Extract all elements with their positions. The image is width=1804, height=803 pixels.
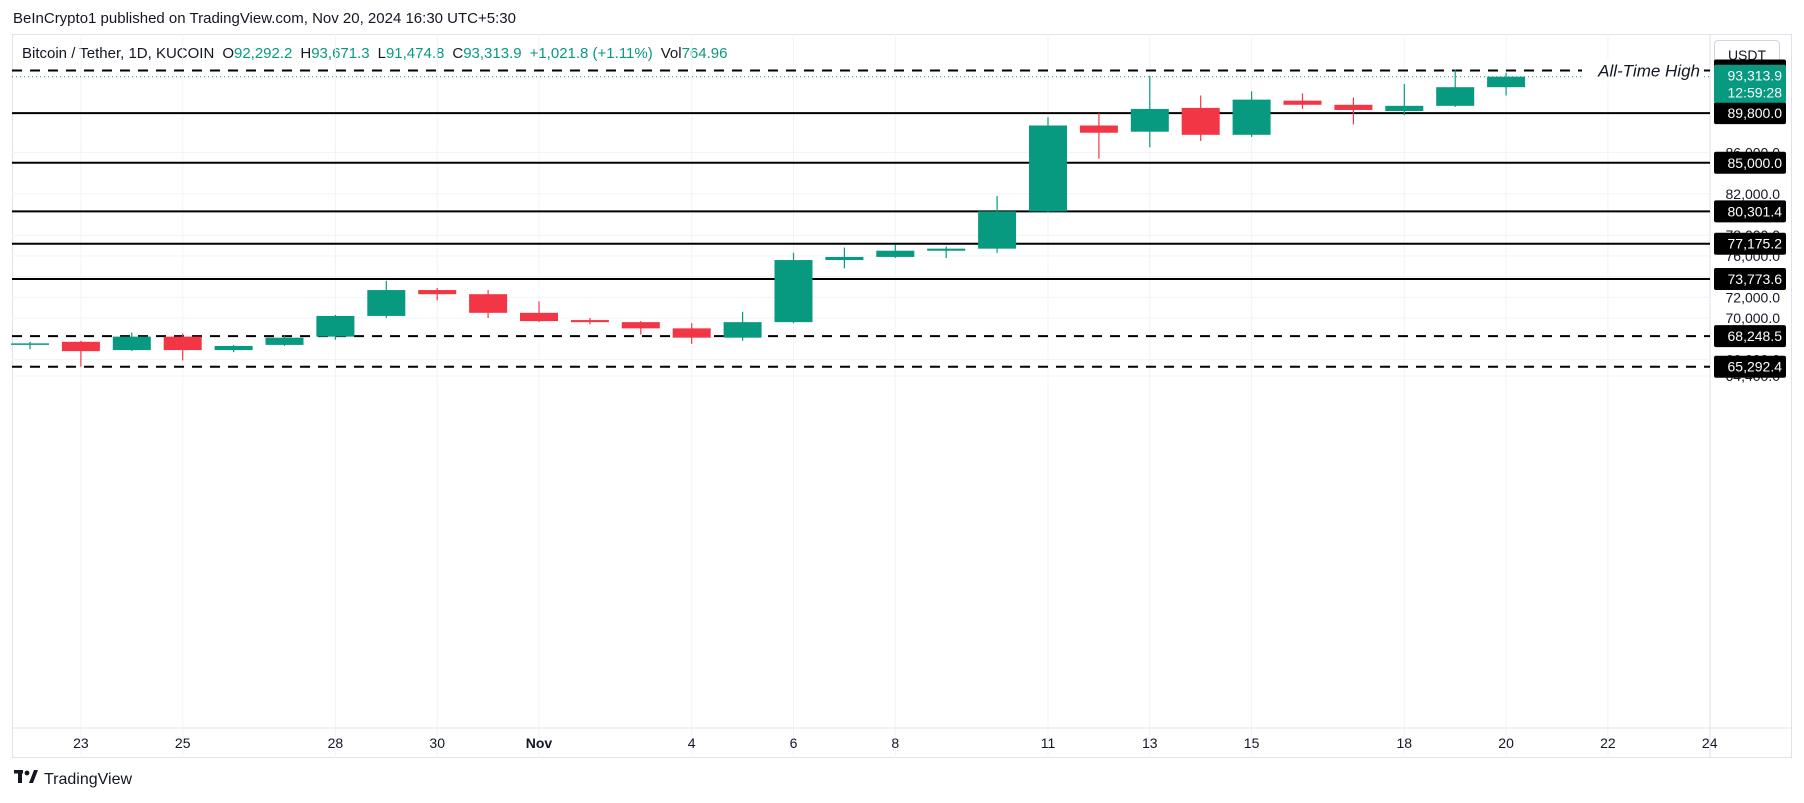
current-price-tag-label: 93,313.9 — [1728, 68, 1783, 84]
y-axis-tick-label: 72,000.0 — [1726, 289, 1781, 305]
level-price-tag — [1714, 355, 1786, 378]
candle-body — [1385, 105, 1424, 111]
x-axis-tick-label: 25 — [175, 735, 191, 751]
high-label: H — [300, 45, 312, 62]
x-axis-tick-label: 23 — [73, 735, 89, 751]
level-price-tag — [1714, 200, 1786, 223]
level-price-tag-label: 77,175.2 — [1728, 236, 1783, 252]
x-axis-tick-label: 18 — [1397, 735, 1413, 751]
x-axis-tick-label: 22 — [1600, 735, 1616, 751]
candle-body — [316, 315, 355, 337]
level-price-tag-label: 80,301.4 — [1728, 203, 1783, 219]
publisher-caption: BeInCrypto1 published on TradingView.com… — [13, 10, 516, 27]
x-axis-tick-label: 28 — [328, 735, 344, 751]
x-axis-tick-label: 11 — [1041, 735, 1056, 751]
footer-brand-text: TradingView — [44, 770, 133, 788]
ohlc-legend: Bitcoin / Tether, 1D, KUCOIN O92,292.2 H93… — [22, 45, 735, 62]
candle-body — [469, 294, 508, 313]
candle-body — [774, 260, 813, 323]
current-price-tag — [1714, 64, 1786, 103]
tradingview-logo-icon — [14, 770, 38, 789]
low-label: L — [377, 45, 386, 62]
footer-branding: TradingView — [14, 770, 132, 789]
candle-body — [1130, 108, 1169, 132]
candle-body — [1487, 76, 1526, 88]
y-axis-tick-label: 70,000.0 — [1726, 310, 1781, 326]
open-value: 92,292.2 — [233, 45, 293, 62]
level-price-tag-label: 65,292.4 — [1728, 359, 1783, 375]
x-axis-tick-label: 13 — [1142, 735, 1158, 751]
candle-body — [1283, 100, 1322, 105]
candle-body — [265, 337, 304, 345]
low-value: 91,474.8 — [385, 45, 445, 62]
open-label: O — [222, 45, 234, 62]
candle-body — [520, 312, 558, 322]
candle-body — [1232, 99, 1271, 135]
level-price-tag — [1714, 267, 1786, 290]
candle-body — [112, 336, 151, 351]
x-axis-tick-label: 4 — [688, 735, 696, 751]
candle-body — [61, 341, 100, 352]
level-price-tag-label: 73,773.6 — [1728, 271, 1783, 287]
ath-annotation-label: All-Time High — [1597, 62, 1700, 81]
candle-body — [978, 211, 1017, 249]
candle-body — [418, 290, 457, 295]
candle-body — [163, 336, 202, 351]
candle-body — [1181, 107, 1220, 135]
level-price-tag — [1714, 151, 1786, 174]
candle-body — [723, 322, 762, 338]
level-price-tag-label: 68,248.5 — [1728, 328, 1783, 344]
volume-label: Vol — [660, 45, 682, 62]
candle-body — [570, 320, 609, 323]
candle-body — [1079, 125, 1118, 133]
x-axis-tick-label: 30 — [429, 735, 445, 751]
candle-body — [214, 345, 253, 351]
candle-countdown-label: 12:59:28 — [1728, 85, 1783, 101]
x-axis-tick-label: Nov — [526, 735, 553, 751]
x-axis-tick-label: 8 — [891, 735, 899, 751]
level-price-tag-label: 85,000.0 — [1728, 155, 1783, 171]
volume-value: 764.96 — [681, 45, 728, 62]
chart-frame — [12, 34, 1792, 758]
level-price-tag-label: 89,800.0 — [1728, 105, 1783, 121]
candle-body — [825, 256, 864, 261]
high-value: 93,671.3 — [311, 45, 370, 62]
y-axis-tick-label: 82,000.0 — [1726, 186, 1781, 202]
candle-body — [876, 250, 915, 257]
candle-body — [621, 322, 660, 329]
ath-annotation-bg — [1582, 59, 1702, 82]
candle-body — [1029, 125, 1067, 212]
candle-body — [11, 343, 49, 345]
x-axis-tick-label: 15 — [1244, 735, 1260, 751]
x-axis-tick-label: 20 — [1498, 735, 1514, 751]
x-axis-tick-label: 6 — [790, 735, 798, 751]
change-value: +1,021.8 (+1.11%) — [529, 45, 653, 62]
close-value: 93,313.9 — [463, 45, 522, 62]
level-price-tag — [1714, 232, 1786, 255]
candle-body — [367, 290, 406, 316]
candle-body — [1334, 104, 1373, 110]
candle-body — [927, 248, 966, 251]
candle-body — [672, 328, 711, 338]
close-label: C — [452, 45, 464, 62]
candle-body — [1436, 87, 1475, 106]
symbol-title[interactable]: Bitcoin / Tether, 1D, KUCOIN — [22, 45, 215, 62]
level-price-tag — [1714, 325, 1786, 348]
level-price-tag — [1714, 102, 1786, 125]
